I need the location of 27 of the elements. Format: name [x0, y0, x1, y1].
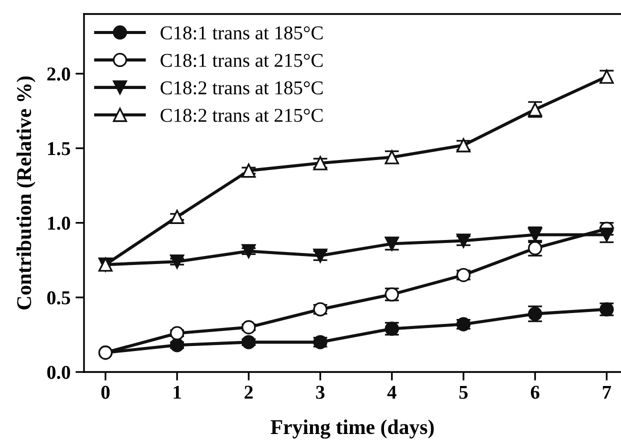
y-tick-label: 1.5	[48, 142, 70, 156]
point	[170, 326, 184, 340]
x-tick-label: 1	[174, 386, 181, 399]
legend-label: C18:2 trans at 185°C	[160, 81, 323, 95]
y-tick-label: 0.0	[47, 366, 70, 380]
legend-label: C18:1 trans at 215°C	[160, 54, 323, 68]
x-tick-label: 2	[244, 386, 253, 399]
y-axis-title: Contribution (Relative %)	[16, 76, 36, 310]
point	[170, 338, 184, 352]
y-tick-label: 0.5	[47, 291, 70, 304]
x-tick-label: 7	[602, 386, 612, 399]
x-tick-label: 5	[459, 386, 468, 399]
x-tick-label: 6	[530, 386, 540, 399]
x-axis-title: Frying time (days)	[270, 419, 434, 439]
point	[170, 254, 184, 269]
y-tick-label: 2.0	[47, 67, 70, 81]
x-tick-label: 3	[316, 386, 324, 399]
legend-label: C18:1 trans at 185°C	[160, 26, 323, 40]
point	[170, 210, 184, 224]
point	[242, 164, 256, 178]
x-tick-label: 4	[387, 386, 396, 399]
x-tick-label: 0	[101, 386, 110, 399]
legend-label: C18:2 trans at 215°C	[160, 108, 323, 122]
point	[242, 244, 256, 258]
point	[242, 320, 256, 334]
point	[242, 335, 256, 350]
y-tick-label: 1.0	[48, 216, 70, 230]
